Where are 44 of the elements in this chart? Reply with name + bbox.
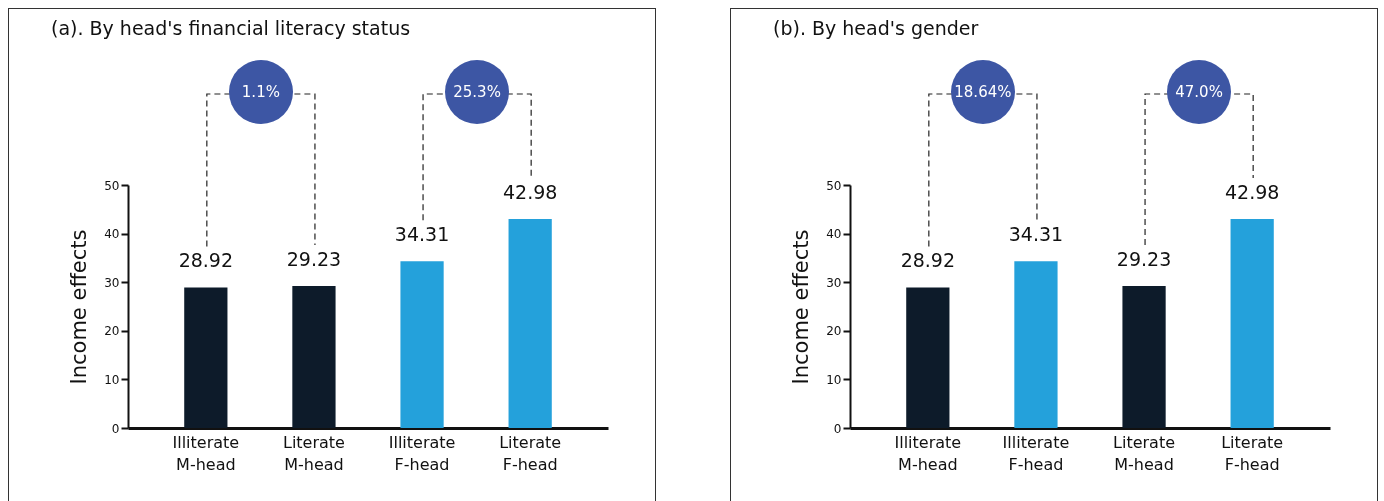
bar (906, 287, 950, 428)
x-tick-label: Illiterate F-head (388, 432, 456, 474)
y-tick-label: 10 (826, 372, 842, 387)
x-tick-label: Literate F-head (1221, 432, 1284, 474)
bar (1230, 219, 1274, 428)
text: 25.3% (445, 60, 510, 124)
y-tick-label: 20 (826, 324, 842, 339)
x-tick-label: Literate F-head (499, 432, 562, 474)
y-tick-label: 40 (826, 227, 842, 242)
data-label: 28.92 (178, 249, 234, 272)
y-tick-label: 10 (104, 372, 120, 387)
bar (508, 219, 552, 428)
x-tick-label: Literate M-head (1113, 432, 1176, 474)
y-tick-label: 30 (104, 275, 120, 290)
text: 18.64% (950, 60, 1015, 124)
data-label: 29.23 (1116, 247, 1172, 270)
data-label: 42.98 (502, 181, 558, 204)
data-label: 28.92 (900, 249, 956, 272)
chart-title: (b). By head's gender (773, 17, 979, 39)
chart-title: (a). By head's financial literacy status (51, 17, 411, 39)
y-tick-label: 0 (833, 421, 842, 436)
y-tick-label: 50 (826, 178, 842, 193)
y-tick-label: 0 (111, 421, 120, 436)
data-label: 29.23 (286, 247, 342, 270)
y-tick-label: 40 (104, 227, 120, 242)
bar (292, 285, 336, 428)
text: 47.0% (1167, 60, 1232, 124)
y-axis-title: Income effects (789, 229, 814, 385)
x-tick-label: Literate M-head (282, 432, 345, 474)
bar (184, 287, 228, 428)
bar (1014, 261, 1058, 428)
y-tick-label: 20 (104, 324, 120, 339)
bar (400, 261, 444, 428)
x-tick-label: Illiterate M-head (172, 432, 240, 474)
y-tick-label: 30 (826, 275, 842, 290)
x-tick-label: Illiterate F-head (1002, 432, 1070, 474)
bar (1122, 285, 1166, 428)
text: 1.1% (228, 60, 293, 124)
data-label: 42.98 (1224, 181, 1280, 204)
y-axis-title: Income effects (67, 229, 92, 385)
y-tick-label: 50 (104, 178, 120, 193)
data-label: 34.31 (1008, 223, 1064, 246)
data-label: 34.31 (394, 223, 450, 246)
x-tick-label: Illiterate M-head (894, 432, 962, 474)
